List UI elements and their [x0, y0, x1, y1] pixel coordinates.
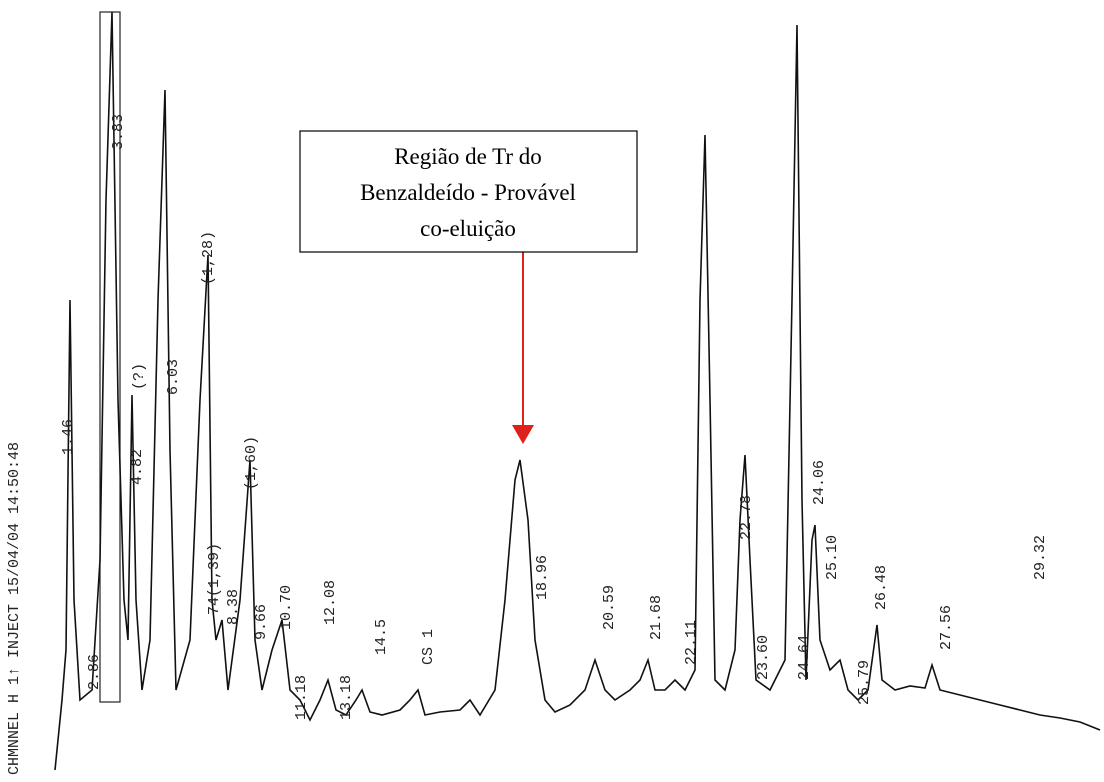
peak-label: 1.46: [60, 419, 77, 455]
annotation-box: [299, 130, 638, 253]
annotation-line: co-eluição: [420, 216, 516, 241]
peak-label: 24.64: [796, 635, 813, 680]
peak-label: 24.06: [811, 460, 828, 505]
annotation-line: Região de Tr do: [394, 144, 542, 169]
header-text: CHMNNEL H 1↑ INJECT 15/04/04 14:50:48: [6, 442, 23, 775]
peak-label: 26.48: [873, 565, 890, 610]
peak-label: (1,28): [200, 231, 217, 285]
peak-label: (1,60): [243, 436, 260, 490]
off-scale-peak: [99, 11, 121, 703]
peak-label: 10.70: [278, 585, 295, 630]
peak-label: 11.18: [293, 675, 310, 720]
peak-label: 13.18: [338, 675, 355, 720]
peak-label: 25.10: [824, 535, 841, 580]
peak-label: 8.38: [225, 589, 242, 625]
peak-label: 29.32: [1032, 535, 1049, 580]
peak-label: 2.86: [86, 654, 103, 690]
arrow-head: [512, 425, 534, 444]
peak-label: 3.83: [110, 114, 127, 150]
peak-label: 14.5: [373, 619, 390, 655]
peak-label: (?): [131, 363, 148, 390]
peak-label: 6.03: [165, 359, 182, 395]
peak-label: 74(1,39): [206, 543, 223, 615]
peak-label: 9.66: [253, 604, 270, 640]
peak-label: 22.11: [683, 620, 700, 665]
annotation-line: Benzaldeído - Provável: [360, 180, 576, 205]
peak-label: 27.56: [938, 605, 955, 650]
peak-label: 18.96: [534, 555, 551, 600]
peak-label: 20.59: [601, 585, 618, 630]
peak-label: 12.08: [322, 580, 339, 625]
peak-label: 4.82: [129, 449, 146, 485]
peak-label: 22.78: [738, 495, 755, 540]
peak-label: CS 1: [420, 629, 437, 665]
trace: [54, 11, 1101, 771]
peak-label: 25.79: [856, 660, 873, 705]
peak-label: 21.68: [648, 595, 665, 640]
peak-label: 23.60: [755, 635, 772, 680]
